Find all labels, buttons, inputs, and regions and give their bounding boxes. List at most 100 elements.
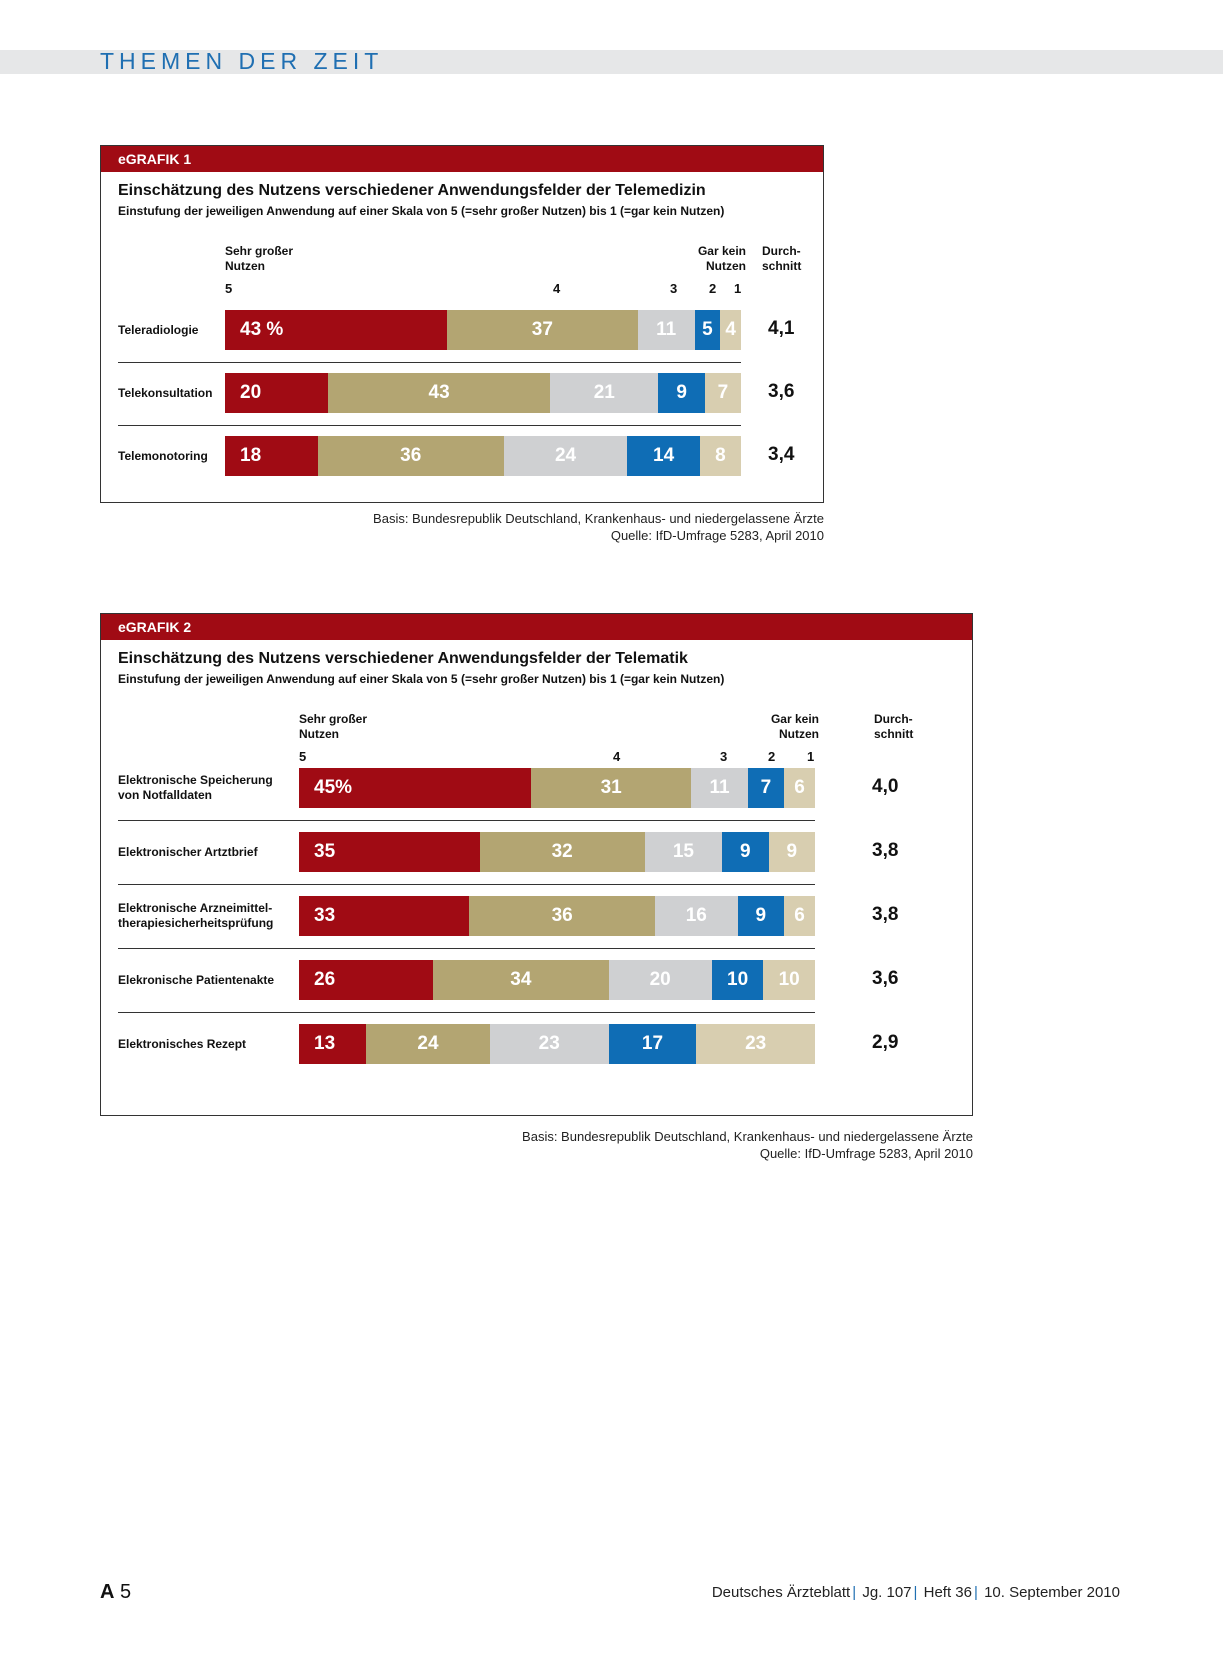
page-number: A 5	[100, 1581, 131, 1604]
category-label: Teleradiologie	[118, 322, 199, 337]
bar-segment-score-5: 20	[225, 373, 329, 413]
chart-tag: eGRAFIK 2	[101, 614, 972, 640]
chart-tag: eGRAFIK 1	[101, 146, 823, 172]
journal-date: 10. September 2010	[984, 1584, 1120, 1601]
bar-segment-score-3: 23	[489, 1024, 609, 1064]
bar-segment-score-2: 17	[608, 1024, 697, 1064]
scale-right-label: Gar kein Nutzen	[697, 244, 746, 273]
scale-tick-5: 5	[225, 281, 233, 296]
chart-subtitle: Einstufung der jeweiligen Anwendung auf …	[118, 672, 725, 686]
scale-tick-1: 1	[734, 281, 742, 296]
bar-segment-score-2: 9	[722, 832, 769, 872]
category-label: Elektronischer Artztbrief	[118, 844, 258, 859]
scale-tick-4: 4	[553, 281, 561, 296]
scale-tick-2: 2	[709, 281, 717, 296]
footnote-source: Quelle: IfD-Umfrage 5283, April 2010	[610, 528, 824, 543]
bar-segment-score-1: 9	[768, 832, 815, 872]
row-divider	[118, 948, 815, 949]
bar-segment-score-5: 45%	[299, 768, 532, 808]
bar-segment-score-2: 14	[627, 436, 700, 476]
bar-segment-score-5: 26	[299, 960, 434, 1000]
scale-left-label: Sehr großer Nutzen	[299, 712, 368, 741]
bar-segment-score-4: 43	[328, 373, 551, 413]
average-header: Durch-schnitt	[762, 244, 802, 273]
footnote-2: Basis: Bundesrepublik Deutschland, Krank…	[450, 1128, 973, 1162]
scale-tick-3: 3	[720, 749, 728, 764]
footnote-basis: Basis: Bundesrepublik Deutschland, Krank…	[522, 1129, 973, 1144]
average-value: 4,0	[872, 776, 899, 797]
bar-segment-score-1: 8	[699, 436, 741, 476]
bar-segment-score-2: 10	[711, 960, 764, 1000]
bar-segment-score-3: 20	[608, 960, 712, 1000]
bar-segment-score-4: 32	[479, 832, 645, 872]
category-label: Telemonotoring	[118, 448, 208, 463]
section-title: THEMEN DER ZEIT	[100, 48, 384, 74]
scale-tick-4: 4	[613, 749, 621, 764]
chart-egrafik-2: eGRAFIK 2 Einschätzung des Nutzens versc…	[100, 613, 973, 1116]
page-number-value: 5	[120, 1581, 132, 1603]
bar-segment-score-3: 21	[550, 373, 659, 413]
average-value: 3,4	[768, 444, 795, 465]
footnote-source: Quelle: IfD-Umfrage 5283, April 2010	[759, 1146, 973, 1161]
bar-segment-score-4: 36	[317, 436, 504, 476]
category-label: Elektronisches Rezept	[118, 1036, 247, 1051]
bar-segment-score-4: 34	[433, 960, 609, 1000]
scale-tick-2: 2	[768, 749, 776, 764]
bar-segment-score-4: 36	[469, 896, 656, 936]
bar-segment-score-5: 35	[299, 832, 480, 872]
bar-segment-score-3: 11	[637, 310, 695, 350]
average-value: 4,1	[768, 318, 795, 339]
bar-segment-score-4: 24	[366, 1024, 490, 1064]
journal-info: Deutsches Ärzteblatt | Jg. 107 | Heft 36 | …	[711, 1584, 1120, 1601]
scale-tick-1: 1	[807, 749, 815, 764]
row-divider	[118, 362, 741, 363]
bar-segment-score-5: 13	[299, 1024, 367, 1064]
bar-segment-score-1: 23	[696, 1024, 815, 1064]
journal-name: Deutsches Ärzteblatt	[711, 1584, 851, 1601]
scale-tick-5: 5	[299, 749, 307, 764]
bar-segment-score-3: 15	[644, 832, 723, 872]
bar-segment-score-2: 9	[658, 373, 705, 413]
bar-segment-score-1: 6	[784, 768, 815, 808]
footnote-1: Basis: Bundesrepublik Deutschland, Krank…	[300, 510, 824, 544]
average-value: 2,9	[872, 1032, 899, 1053]
row-divider	[118, 425, 741, 426]
bar-segment-score-1: 10	[763, 960, 815, 1000]
bar-segment-score-5: 43 %	[225, 310, 447, 350]
bar-segment-score-4: 37	[446, 310, 638, 350]
journal-volume: Jg. 107	[862, 1584, 912, 1601]
bar-segment-score-2: 7	[747, 768, 785, 808]
average-header: Durch-schnitt	[874, 712, 914, 741]
bar-segment-score-1: 7	[704, 373, 741, 413]
average-value: 3,6	[768, 381, 795, 402]
bar-segment-score-3: 11	[691, 768, 748, 808]
footnote-basis: Basis: Bundesrepublik Deutschland, Krank…	[373, 511, 824, 526]
chart-subtitle: Einstufung der jeweiligen Anwendung auf …	[118, 204, 725, 218]
bar-segment-score-1: 6	[784, 896, 815, 936]
scale-right-label: Gar kein Nutzen	[770, 712, 819, 741]
row-divider	[118, 884, 815, 885]
bar-segment-score-4: 31	[531, 768, 692, 808]
header-band	[0, 50, 1223, 74]
journal-issue: Heft 36	[923, 1584, 972, 1601]
bar-segment-score-1: 4	[720, 310, 741, 350]
average-value: 3,8	[872, 904, 899, 925]
average-value: 3,6	[872, 968, 899, 989]
category-label: Elektronische Speicherung von Notfalldat…	[118, 773, 273, 802]
category-label: Elekronische Patientenakte	[118, 972, 275, 987]
page-prefix: A	[100, 1581, 115, 1603]
average-value: 3,8	[872, 840, 899, 861]
row-divider	[118, 820, 815, 821]
scale-left-label: Sehr großer Nutzen	[225, 244, 294, 273]
bar-segment-score-3: 24	[503, 436, 628, 476]
category-label: Elektronische Arzneimittel-therapiesiche…	[118, 901, 274, 930]
bar-segment-score-2: 5	[694, 310, 721, 350]
chart-title: Einschätzung des Nutzens verschiedener A…	[118, 182, 706, 199]
scale-tick-3: 3	[670, 281, 678, 296]
bar-segment-score-5: 18	[225, 436, 318, 476]
chart-title: Einschätzung des Nutzens verschiedener A…	[118, 650, 688, 667]
chart-egrafik-1: eGRAFIK 1 Einschätzung des Nutzens versc…	[100, 145, 824, 503]
row-divider	[118, 1012, 815, 1013]
category-label: Telekonsultation	[118, 385, 213, 400]
bar-segment-score-2: 9	[737, 896, 785, 936]
